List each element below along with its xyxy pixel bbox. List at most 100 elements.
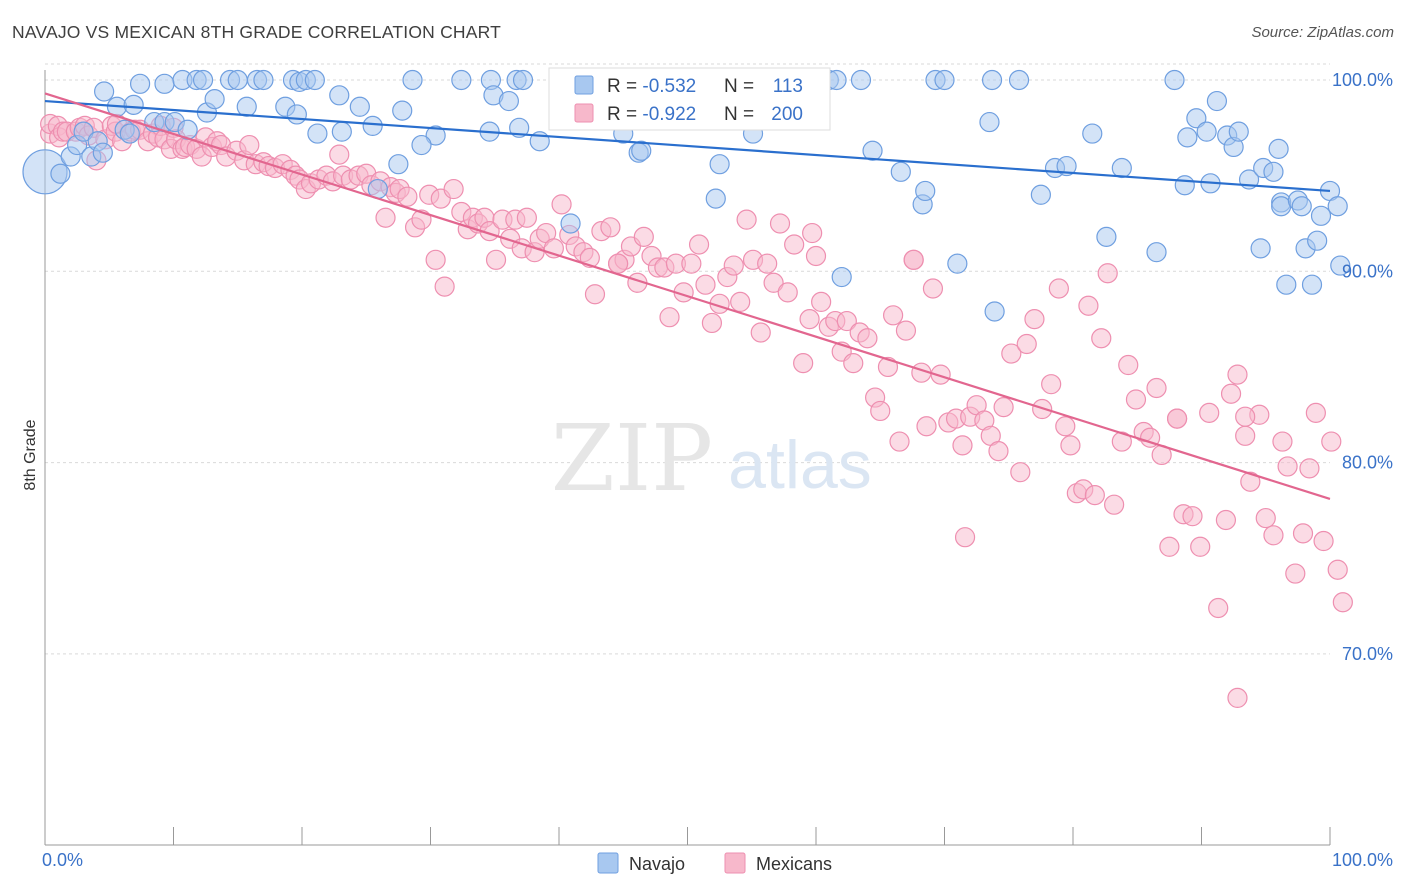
navajo-point xyxy=(1164,69,1185,91)
mexicans-point xyxy=(769,213,791,234)
mexicans-point xyxy=(1321,431,1342,452)
mexicans-point xyxy=(1220,383,1242,404)
legend-mexicans-swatch xyxy=(724,852,746,874)
navajo-point xyxy=(1263,161,1284,182)
navajo-r-label: R = xyxy=(607,76,642,97)
mexicans-point xyxy=(1055,416,1076,437)
navajo-point xyxy=(1174,175,1195,196)
y-tick-label: 90.0% xyxy=(1342,261,1393,281)
mexicans-point xyxy=(1208,597,1229,619)
navajo-point xyxy=(512,69,534,91)
navajo-point xyxy=(204,89,225,110)
navajo-point xyxy=(1250,238,1271,259)
navajo-point xyxy=(388,154,409,175)
navajo-point xyxy=(331,121,352,142)
navajo-point xyxy=(236,96,257,117)
mexicans-point xyxy=(836,310,857,332)
navajo-point xyxy=(192,69,214,91)
mexicans-point xyxy=(903,249,924,270)
navajo-point xyxy=(934,69,955,91)
mexicans-point xyxy=(1263,525,1284,546)
mexicans-point xyxy=(1118,354,1139,376)
navajo-point xyxy=(1082,123,1103,144)
navajo-point xyxy=(402,69,423,91)
mexicans-point xyxy=(1285,563,1306,584)
mexicans-point xyxy=(1125,389,1147,410)
mexicans-point xyxy=(1001,343,1022,364)
mexicans-point xyxy=(1041,374,1062,395)
navajo-point xyxy=(425,125,446,146)
legend-mexicans-label: Mexicans xyxy=(756,854,832,874)
mexicans-point xyxy=(1327,559,1348,580)
navajo-point xyxy=(498,90,519,112)
navajo-point xyxy=(129,73,151,94)
watermark-atlas: atlas xyxy=(728,427,872,503)
navajo-n-label: N = xyxy=(724,76,754,97)
navajo-point xyxy=(286,104,307,125)
mexicans-point xyxy=(425,249,446,270)
mexicans-point xyxy=(1024,309,1045,330)
mexicans-point xyxy=(799,309,820,330)
navajo-point xyxy=(1276,274,1297,295)
navajo-point xyxy=(1056,155,1077,177)
mexicans-point xyxy=(952,435,973,456)
y-tick-label: 100.0% xyxy=(1332,70,1393,90)
mexicans-point xyxy=(730,291,751,313)
navajo-point xyxy=(304,69,325,91)
mexicans-point xyxy=(882,305,904,326)
mexicans-point xyxy=(988,441,1009,462)
stats-legend: R = -0.532 N = 113 R = -0.922 N = 200 xyxy=(548,67,831,131)
navajo-point xyxy=(1196,121,1217,142)
mexicans-point xyxy=(681,253,702,274)
navajo-point xyxy=(915,180,936,202)
mexicans-point xyxy=(375,207,396,228)
mexicans-point xyxy=(757,253,778,274)
mexicans-point xyxy=(736,209,757,230)
mexicans-point xyxy=(1104,494,1125,515)
navajo-point xyxy=(1327,196,1348,217)
chart-title: NAVAJO VS MEXICAN 8TH GRADE CORRELATION … xyxy=(12,22,502,42)
mexicans-point xyxy=(1255,507,1276,529)
mexicans-point xyxy=(930,364,951,385)
mexicans-point xyxy=(1305,402,1326,423)
mexicans-point xyxy=(811,291,832,313)
mexicans-point xyxy=(1240,471,1261,492)
navajo-point xyxy=(560,213,581,234)
mexicans-point xyxy=(857,328,878,349)
mexicans-point xyxy=(889,431,910,452)
mexicans-point xyxy=(895,320,917,341)
mexicans-point xyxy=(1272,431,1293,452)
watermark-zip: ZIP xyxy=(551,405,713,512)
mexicans-point xyxy=(695,274,716,295)
navajo-point xyxy=(1206,90,1228,112)
navajo-point xyxy=(705,188,726,209)
mexicans-point xyxy=(916,416,937,437)
mexicans-point xyxy=(633,226,654,247)
mexicans-point xyxy=(1227,687,1248,708)
navajo-point xyxy=(984,301,1005,322)
navajo-point xyxy=(631,140,652,161)
navajo-point xyxy=(1096,226,1117,247)
navajo-point xyxy=(831,266,852,288)
x-tick-label-max: 100.0% xyxy=(1332,850,1393,870)
navajo-point xyxy=(73,121,94,142)
mexicans-point xyxy=(1235,406,1256,427)
mexicans-point xyxy=(1097,263,1118,284)
mexicans-point xyxy=(723,255,744,276)
navajo-point xyxy=(1330,255,1351,276)
navajo-point xyxy=(227,69,248,91)
mexicans-point xyxy=(516,207,537,228)
mexicans-points xyxy=(40,113,1353,708)
navajo-point xyxy=(307,123,328,144)
navajo-point xyxy=(947,253,968,274)
axes xyxy=(44,70,1331,846)
mexicans-point xyxy=(1313,530,1334,552)
mexicans-n-label: N = xyxy=(724,104,754,125)
series-legend: Navajo Mexicans xyxy=(597,852,832,874)
navajo-point xyxy=(329,85,350,106)
mexicans-point xyxy=(1159,536,1180,557)
mexicans-point xyxy=(397,186,418,207)
navajo-point xyxy=(1030,184,1051,205)
mexicans-point xyxy=(551,194,572,215)
